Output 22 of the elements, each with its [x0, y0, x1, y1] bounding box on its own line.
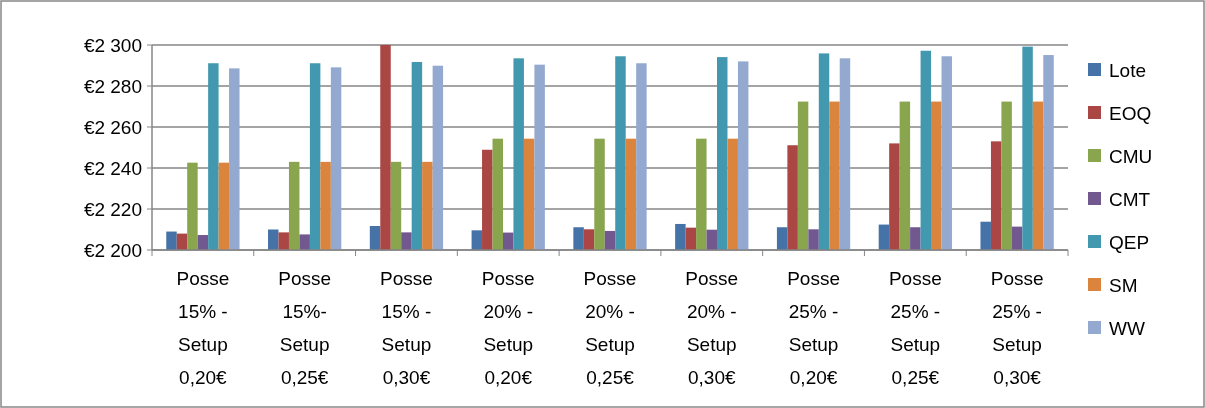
x-tick-label: Posse 15%- Setup 0,25€: [278, 268, 332, 388]
x-tick-label: Posse 20% - Setup 0,20€: [481, 268, 535, 388]
legend-label: SM: [1109, 274, 1138, 296]
x-tick-label: Posse 25% - Setup 0,30€: [990, 268, 1044, 388]
y-tick-label: €2 220: [83, 198, 142, 220]
x-tick-label: Posse 20% - Setup 0,30€: [685, 268, 739, 388]
x-tick-label: Posse 25% - Setup 0,20€: [787, 268, 840, 388]
y-tick-label: €2 200: [83, 239, 142, 261]
legend-label: CMT: [1109, 188, 1151, 210]
x-tick-label: Posse 25% - Setup 0,25€: [888, 268, 942, 388]
legend-label: Lote: [1109, 59, 1146, 81]
legend-label: CMU: [1109, 145, 1153, 167]
x-tick-label: Posse 15% - Setup 0,20€: [176, 268, 230, 388]
legend-label: WW: [1109, 317, 1145, 339]
legend-label: QEP: [1109, 231, 1150, 253]
x-tick-label: Posse 20% - Setup 0,25€: [583, 268, 637, 388]
y-tick-label: €2 300: [83, 34, 142, 56]
legend-label: EOQ: [1109, 102, 1152, 124]
y-tick-label: €2 240: [83, 157, 142, 179]
y-tick-label: €2 280: [83, 75, 142, 97]
x-tick-label: Posse 15% - Setup 0,30€: [380, 268, 433, 388]
y-tick-label: €2 260: [83, 116, 142, 138]
